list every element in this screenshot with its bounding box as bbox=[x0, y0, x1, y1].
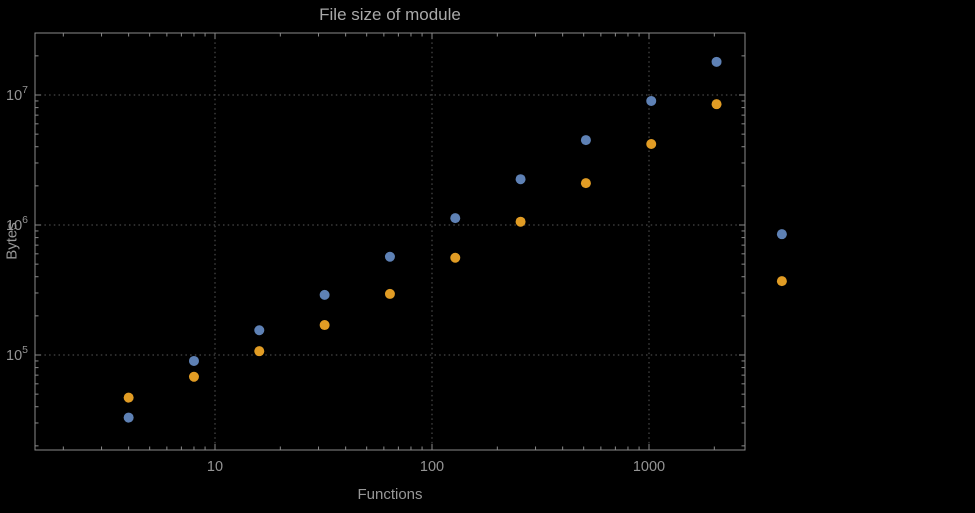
orange-series-point bbox=[776, 276, 787, 287]
blue-series-point bbox=[254, 325, 265, 336]
svg-text:105: 105 bbox=[6, 344, 28, 364]
svg-text:100: 100 bbox=[420, 459, 444, 475]
blue-series-point bbox=[711, 56, 722, 67]
x-axis-label: Functions bbox=[357, 486, 423, 503]
orange-series-point bbox=[646, 138, 657, 149]
svg-text:106: 106 bbox=[6, 214, 28, 234]
chart-title: File size of module bbox=[319, 5, 461, 24]
svg-text:10: 10 bbox=[207, 459, 223, 475]
blue-series-point bbox=[776, 229, 787, 240]
svg-text:1000: 1000 bbox=[633, 459, 665, 475]
blue-series-point bbox=[580, 135, 591, 146]
orange-series-point bbox=[580, 178, 591, 189]
blue-series-point bbox=[188, 355, 199, 366]
orange-series-point bbox=[711, 99, 722, 110]
y-axis-label: Bytes bbox=[3, 222, 21, 260]
orange-series-point bbox=[384, 288, 395, 299]
blue-series-point bbox=[450, 213, 461, 224]
blue-series-point bbox=[319, 289, 330, 300]
orange-series-point bbox=[254, 346, 265, 357]
orange-series-point bbox=[319, 320, 330, 331]
orange-series-point bbox=[123, 392, 134, 403]
orange-series-point bbox=[188, 371, 199, 382]
blue-series-point bbox=[646, 95, 657, 106]
orange-series-point bbox=[515, 216, 526, 227]
blue-series-point bbox=[123, 412, 134, 423]
orange-series-point bbox=[450, 252, 461, 263]
blue-series-point bbox=[515, 174, 526, 185]
svg-text:107: 107 bbox=[6, 84, 28, 104]
blue-series-point bbox=[384, 251, 395, 262]
